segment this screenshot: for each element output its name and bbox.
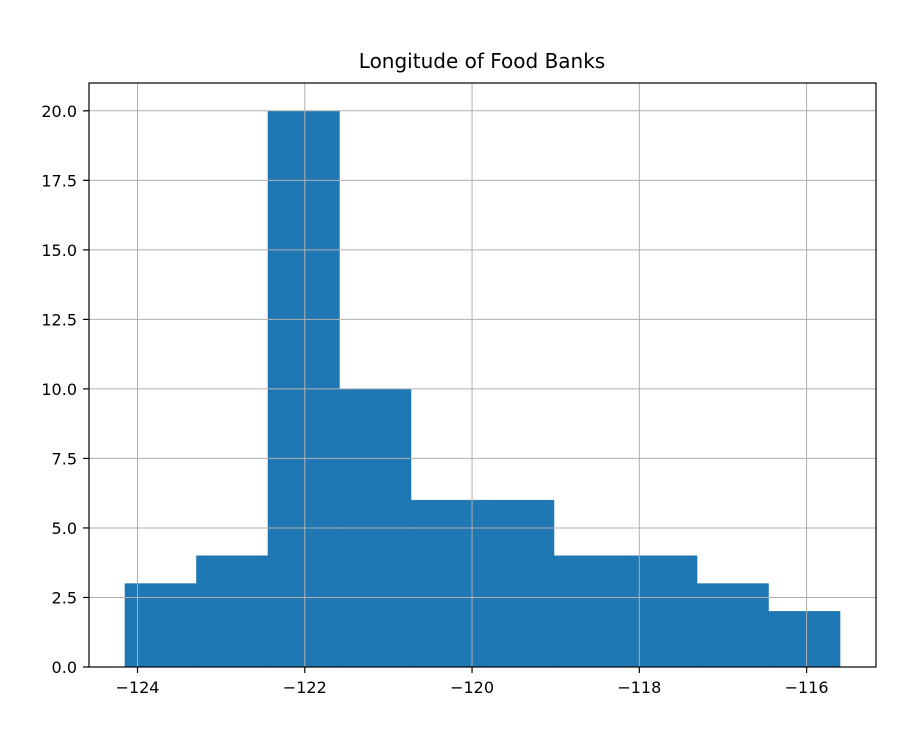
axes-frame <box>88 82 877 668</box>
y-tick-label: 10.0 <box>41 380 77 399</box>
x-tick-label: −124 <box>116 678 160 697</box>
histogram-bar <box>482 499 555 668</box>
y-tick-label: 2.5 <box>52 588 77 607</box>
y-tick-label: 0.0 <box>52 658 77 677</box>
x-tick-label: −120 <box>450 678 494 697</box>
y-tick-label: 20.0 <box>41 102 77 121</box>
ticks-layer: −124 −122 −120 −118 −116 0.0 2.5 5.0 7.5 10.0 12.5… <box>41 102 828 697</box>
grid-layer <box>89 83 876 668</box>
y-tick-label: 15.0 <box>41 241 77 260</box>
x-tick-label: −122 <box>283 678 327 697</box>
histogram-bar <box>625 555 698 668</box>
y-tick-label: 12.5 <box>41 310 77 329</box>
x-tick-label: −118 <box>617 678 661 697</box>
x-tick-label: −116 <box>785 678 829 697</box>
chart-title: Longitude of Food Banks <box>359 49 605 73</box>
histogram-bar <box>553 555 626 668</box>
y-tick-label: 5.0 <box>52 519 77 538</box>
y-tick-label: 17.5 <box>41 171 77 190</box>
histogram-bar <box>696 583 769 668</box>
histogram-bar <box>196 555 269 668</box>
histogram-bar <box>768 611 841 668</box>
histogram-bar <box>124 583 197 668</box>
y-tick-label: 7.5 <box>52 449 77 468</box>
